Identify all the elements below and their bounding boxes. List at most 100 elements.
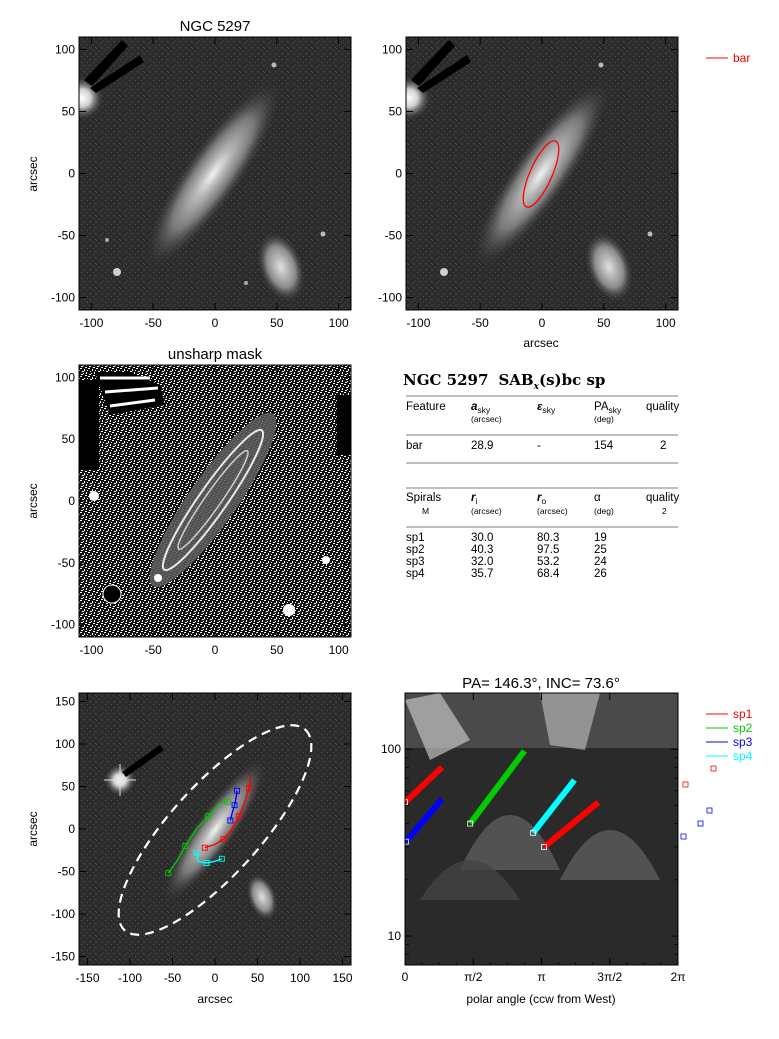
- outlier-marker: [706, 807, 713, 814]
- x-tick-label: 100: [329, 643, 349, 657]
- y-tick-label: 10: [388, 929, 402, 943]
- spiral-point-sp1: [220, 836, 227, 843]
- y-tick-label: -100: [51, 907, 75, 921]
- panel-title: NGC 5297: [180, 18, 251, 35]
- x-tick-label: 50: [270, 316, 284, 330]
- pitch-start-sp1: [541, 844, 547, 850]
- spiral-alpha: 24: [594, 556, 607, 568]
- field-star: [271, 62, 277, 68]
- y-tick-label: 50: [62, 104, 76, 118]
- spiral-name: sp2: [406, 544, 425, 556]
- pitch-start-sp4: [530, 829, 537, 836]
- x-tick-label: -150: [75, 971, 99, 985]
- x-tick-label: π/2: [464, 970, 483, 984]
- x-tick-label: 0: [539, 316, 546, 330]
- x-tick-label: 100: [329, 316, 349, 330]
- spiral-ri: 30.0: [471, 532, 493, 544]
- x-tick-label: -100: [79, 316, 103, 330]
- y-tick-label: 50: [389, 104, 403, 118]
- masked-star: [322, 556, 330, 564]
- quality-col-header: quality: [646, 492, 679, 504]
- y-tick-label: -50: [58, 556, 76, 570]
- spiral-arm-sp4: [195, 852, 223, 864]
- spiral-point-sp2: [165, 870, 172, 877]
- x-tick-label: -100: [118, 971, 142, 985]
- spiral-arm-sp2: [167, 801, 228, 874]
- feature-name: bar: [406, 440, 423, 452]
- y-axis-label: arcsec: [26, 811, 40, 846]
- bar-ellipse: [522, 140, 560, 208]
- x-axis-label: polar angle (ccw from West): [466, 992, 615, 1006]
- asky-unit: (arcsec): [471, 414, 502, 424]
- spiral-name: sp4: [406, 568, 425, 580]
- ri-col-header: ri: [471, 492, 477, 506]
- arc-structure: [560, 830, 660, 880]
- spiral-ridge: [161, 428, 265, 572]
- spiral-alpha: 19: [594, 532, 607, 544]
- legend-label-sp2: sp2: [733, 721, 753, 735]
- pitch-start-sp2: [467, 820, 474, 827]
- x-tick-label: 50: [270, 643, 284, 657]
- y-tick-label: 50: [62, 432, 76, 446]
- galaxy-disk: [163, 759, 267, 901]
- x-tick-label: 2π: [671, 970, 686, 984]
- y-tick-label: -150: [51, 950, 75, 964]
- panel-title: PA= 146.3°, INC= 73.6°: [462, 675, 620, 692]
- quality-col-header: quality: [646, 401, 679, 413]
- field-star: [244, 281, 248, 285]
- spiral-arm-sp3: [229, 790, 238, 821]
- y-tick-label: 50: [62, 780, 76, 794]
- field-star: [105, 238, 109, 242]
- y-tick-label: 0: [395, 167, 402, 181]
- pasky-col-header: PAsky: [594, 401, 622, 415]
- x-tick-label: -100: [406, 316, 430, 330]
- x-tick-label: -50: [472, 316, 490, 330]
- y-tick-label: 100: [55, 737, 75, 751]
- spiral-alpha: 26: [594, 568, 607, 580]
- arc-structure: [420, 860, 520, 900]
- x-tick-label: -50: [164, 971, 182, 985]
- outlier-markers: [680, 765, 717, 840]
- x-tick-label: -100: [79, 643, 103, 657]
- y-tick-label: 100: [55, 370, 75, 384]
- y-tick-label: 100: [382, 42, 402, 56]
- x-tick-label: 100: [290, 971, 310, 985]
- spiral-ro: 68.4: [537, 568, 560, 580]
- x-tick-label: π: [537, 970, 545, 984]
- alpha-col-header: α: [594, 492, 601, 504]
- legend-label: bar: [733, 51, 750, 65]
- spiral-alpha: 25: [594, 544, 607, 556]
- y-tick-label: 0: [68, 822, 75, 836]
- mask-stripes: [100, 376, 159, 408]
- asky-col-header: asky: [471, 401, 491, 415]
- field-star: [440, 268, 448, 276]
- spirals-col-header: Spirals: [406, 492, 441, 504]
- spiral-point-sp4: [203, 860, 210, 866]
- feature-pasky: 154: [594, 440, 614, 452]
- field-star: [113, 268, 121, 276]
- spiral-ro: 80.3: [537, 532, 559, 544]
- outlier-marker: [682, 781, 689, 788]
- table-row: sp2 40.3 97.5 25: [406, 544, 607, 556]
- bright-structure: [540, 693, 600, 750]
- outlier-marker: [680, 833, 687, 840]
- pitch-line-sp3: [405, 797, 445, 844]
- x-tick-label: -50: [145, 643, 163, 657]
- spiral-name: sp3: [406, 556, 425, 568]
- spiral-point-sp1: [201, 844, 208, 851]
- legend-label-sp1: sp1: [733, 707, 753, 721]
- x-tick-label: 50: [251, 971, 265, 985]
- masked-star: [102, 584, 122, 604]
- table-row: sp1 30.0 80.3 19: [406, 532, 607, 544]
- x-axis-label: arcsec: [523, 336, 558, 350]
- y-tick-label: -100: [378, 291, 402, 305]
- galaxy-structure: [149, 412, 277, 588]
- y-tick-label: -50: [58, 865, 76, 879]
- spiral-point-sp2: [182, 843, 189, 849]
- y-tick-label: 100: [55, 42, 75, 56]
- x-tick-label: 0: [402, 970, 409, 984]
- masked-star: [89, 491, 99, 501]
- panel-galaxy-image: -100 -50 0 50 100 -100 -50 0 50 100 NGC 5297 arcs…: [26, 18, 352, 330]
